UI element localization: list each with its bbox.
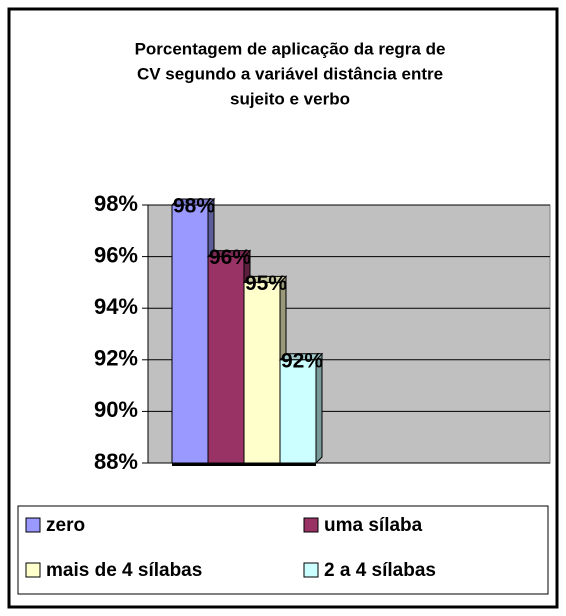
legend-label: mais de 4 sílabas xyxy=(46,560,202,581)
legend-box xyxy=(17,505,549,595)
data-label: 96% xyxy=(209,246,251,269)
data-label: 92% xyxy=(281,349,323,372)
chart-title: sujeito e verbo xyxy=(230,89,350,108)
chart-title: Porcentagem de aplicação da regra de xyxy=(135,39,446,58)
legend-label: uma sílaba xyxy=(324,515,423,536)
bar-floor xyxy=(208,463,244,466)
y-tick-label: 96% xyxy=(94,242,138,267)
legend-swatch xyxy=(25,517,41,533)
bar xyxy=(279,359,317,464)
y-tick-label: 98% xyxy=(94,191,138,216)
legend-label: zero xyxy=(46,515,85,536)
bar xyxy=(171,204,209,464)
y-tick-label: 88% xyxy=(94,449,138,474)
bar xyxy=(243,281,281,464)
bar-floor xyxy=(280,463,316,466)
bar-floor xyxy=(244,463,280,466)
y-tick-label: 94% xyxy=(94,294,138,319)
legend-label: 2 a 4 sílabas xyxy=(324,560,436,581)
data-label: 98% xyxy=(173,195,215,218)
y-tick-label: 92% xyxy=(94,346,138,371)
legend-swatch xyxy=(303,517,319,533)
legend-swatch xyxy=(25,562,41,578)
chart-title: CV segundo a variável distância entre xyxy=(137,64,443,83)
y-tick-label: 90% xyxy=(94,397,138,422)
data-label: 95% xyxy=(245,272,287,295)
legend-swatch xyxy=(303,562,319,578)
bar xyxy=(207,256,245,464)
bar-floor xyxy=(172,463,208,466)
